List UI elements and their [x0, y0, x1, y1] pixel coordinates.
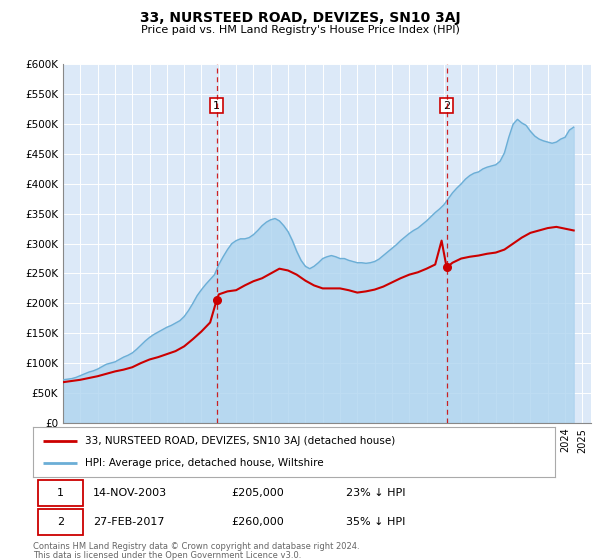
Text: £205,000: £205,000	[232, 488, 284, 498]
Text: 33, NURSTEED ROAD, DEVIZES, SN10 3AJ (detached house): 33, NURSTEED ROAD, DEVIZES, SN10 3AJ (de…	[85, 436, 395, 446]
Text: 1: 1	[213, 101, 220, 111]
Text: HPI: Average price, detached house, Wiltshire: HPI: Average price, detached house, Wilt…	[85, 458, 324, 468]
Text: This data is licensed under the Open Government Licence v3.0.: This data is licensed under the Open Gov…	[33, 551, 301, 560]
Text: 2: 2	[57, 517, 64, 528]
Text: Price paid vs. HM Land Registry's House Price Index (HPI): Price paid vs. HM Land Registry's House …	[140, 25, 460, 35]
Text: 33, NURSTEED ROAD, DEVIZES, SN10 3AJ: 33, NURSTEED ROAD, DEVIZES, SN10 3AJ	[140, 11, 460, 25]
FancyBboxPatch shape	[38, 480, 83, 506]
Text: £260,000: £260,000	[232, 517, 284, 528]
FancyBboxPatch shape	[38, 510, 83, 535]
Text: 2: 2	[443, 101, 450, 111]
Text: 14-NOV-2003: 14-NOV-2003	[93, 488, 167, 498]
Text: 27-FEB-2017: 27-FEB-2017	[93, 517, 164, 528]
Text: 35% ↓ HPI: 35% ↓ HPI	[346, 517, 406, 528]
Text: Contains HM Land Registry data © Crown copyright and database right 2024.: Contains HM Land Registry data © Crown c…	[33, 542, 359, 551]
Text: 1: 1	[57, 488, 64, 498]
Text: 23% ↓ HPI: 23% ↓ HPI	[346, 488, 406, 498]
